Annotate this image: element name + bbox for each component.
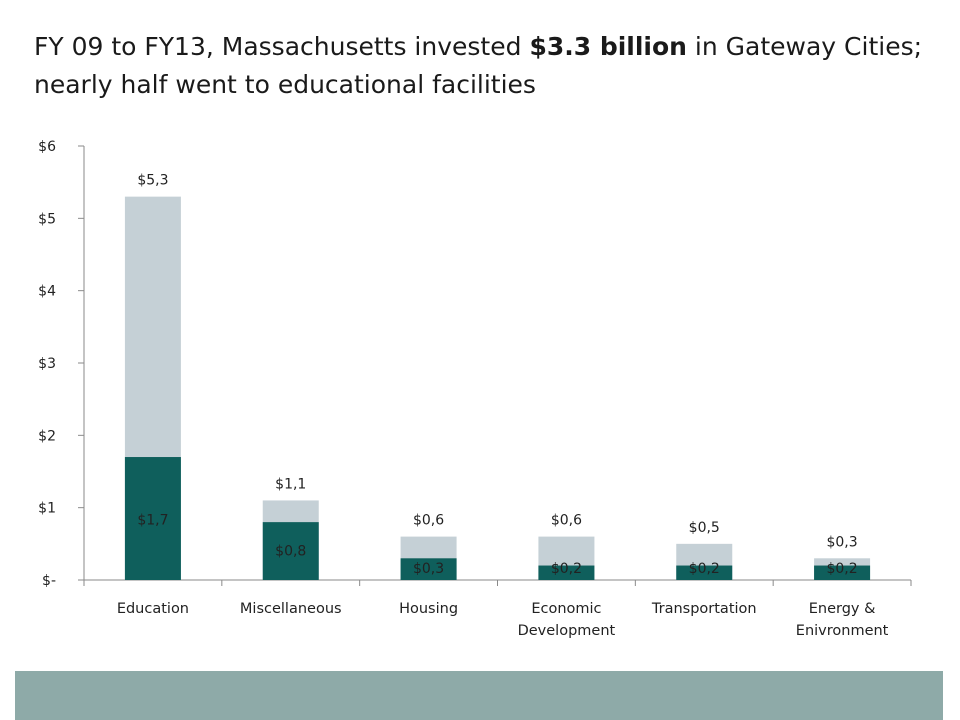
data-label-gateway: $0,8 <box>275 544 306 560</box>
data-label-gateway: $0,2 <box>826 561 857 577</box>
y-tick-label: $2 <box>38 428 56 444</box>
data-label-total: $5,3 <box>137 173 168 189</box>
bar-gateway <box>814 565 871 580</box>
bar-gateway <box>538 565 595 580</box>
data-label-total: $0,6 <box>413 513 444 529</box>
category-label: Enivronment <box>796 623 889 639</box>
category-label: Energy & <box>809 601 876 617</box>
y-tick-label: $6 <box>38 139 56 155</box>
y-tick-label: $5 <box>38 211 56 227</box>
data-label-gateway: $0,3 <box>413 561 444 577</box>
bar-gateway <box>262 522 319 580</box>
y-tick-label: $1 <box>38 501 56 517</box>
bar-chart: $- $1 $2 $3 $4 $5 $6 Education Miscellaneous Hous… <box>38 139 912 639</box>
y-tick-label: $4 <box>38 284 56 300</box>
category-label: Education <box>117 601 189 617</box>
bar-gateway <box>676 565 733 580</box>
title-part1: FY 09 to FY13, Massachusetts invested <box>34 32 530 61</box>
category-label: Transportation <box>651 601 757 617</box>
data-label-gateway: $1,7 <box>137 513 168 529</box>
bar-gateway <box>400 558 457 580</box>
category-label: Miscellaneous <box>240 601 342 617</box>
data-label-total: $0,5 <box>689 520 720 536</box>
footer-band <box>15 671 943 720</box>
data-label-gateway: $0,2 <box>689 561 720 577</box>
data-label-total: $0,6 <box>551 513 582 529</box>
category-label: Development <box>518 623 616 639</box>
data-label-total: $1,1 <box>275 476 306 492</box>
title-part2: in Gateway Cities; nearly half went to e… <box>34 32 923 99</box>
y-tick-label: $- <box>42 573 56 589</box>
bar-gateway <box>124 457 181 580</box>
chart-title: FY 09 to FY13, Massachusetts invested $3… <box>34 28 934 104</box>
y-tick-label: $3 <box>38 356 56 372</box>
data-label-gateway: $0,2 <box>551 561 582 577</box>
category-label: Housing <box>399 601 458 617</box>
title-bold-amount: $3.3 billion <box>529 32 687 61</box>
category-label: Economic <box>531 601 601 617</box>
data-label-total: $0,3 <box>826 534 857 550</box>
